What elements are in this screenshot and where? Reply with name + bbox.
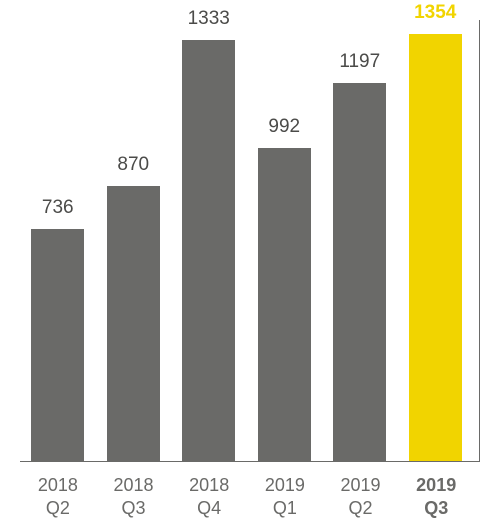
x-tick-line1: 2019 xyxy=(247,474,323,497)
bar-chart: 736870133399211971354 2018Q22018Q32018Q4… xyxy=(0,0,500,527)
x-tick-line2: Q2 xyxy=(20,497,96,520)
x-tick-line2: Q4 xyxy=(171,497,247,520)
bar xyxy=(409,34,462,461)
value-label: 1333 xyxy=(171,8,247,30)
x-tick-line2: Q2 xyxy=(323,497,399,520)
x-tick-line1: 2018 xyxy=(20,474,96,497)
x-tick-line2: Q3 xyxy=(398,497,474,520)
bar xyxy=(107,186,160,461)
value-label: 1354 xyxy=(398,2,474,24)
value-label: 870 xyxy=(96,154,172,176)
value-label: 736 xyxy=(20,197,96,219)
bar xyxy=(182,40,235,461)
bars-container: 7368701333992 11971354 xyxy=(20,20,473,461)
bar-slot: 1354 xyxy=(398,20,474,461)
bar-slot: 992 xyxy=(247,20,323,461)
x-axis: 2018Q22018Q32018Q42019Q12019Q22019Q3 xyxy=(20,474,474,519)
bar-slot: 736 xyxy=(20,20,96,461)
bar-slot: 1333 xyxy=(171,20,247,461)
bar-slot: 870 xyxy=(96,20,172,461)
x-tick-line1: 2018 xyxy=(96,474,172,497)
plot-area: 7368701333992 11971354 xyxy=(20,20,480,462)
x-tick: 2018Q4 xyxy=(171,474,247,519)
x-tick: 2019Q2 xyxy=(323,474,399,519)
bar xyxy=(31,229,84,461)
x-tick: 2019Q1 xyxy=(247,474,323,519)
x-tick-line1: 2018 xyxy=(171,474,247,497)
x-tick-line1: 2019 xyxy=(323,474,399,497)
x-tick-line2: Q1 xyxy=(247,497,323,520)
bar xyxy=(333,83,386,461)
value-label: 1197 xyxy=(322,51,398,73)
x-tick: 2018Q2 xyxy=(20,474,96,519)
bar xyxy=(258,148,311,461)
x-tick-line2: Q3 xyxy=(96,497,172,520)
bar-slot: 1197 xyxy=(322,20,398,461)
x-tick-line1: 2019 xyxy=(398,474,474,497)
value-label: 992 xyxy=(247,116,323,138)
x-tick: 2019Q3 xyxy=(398,474,474,519)
x-tick: 2018Q3 xyxy=(96,474,172,519)
